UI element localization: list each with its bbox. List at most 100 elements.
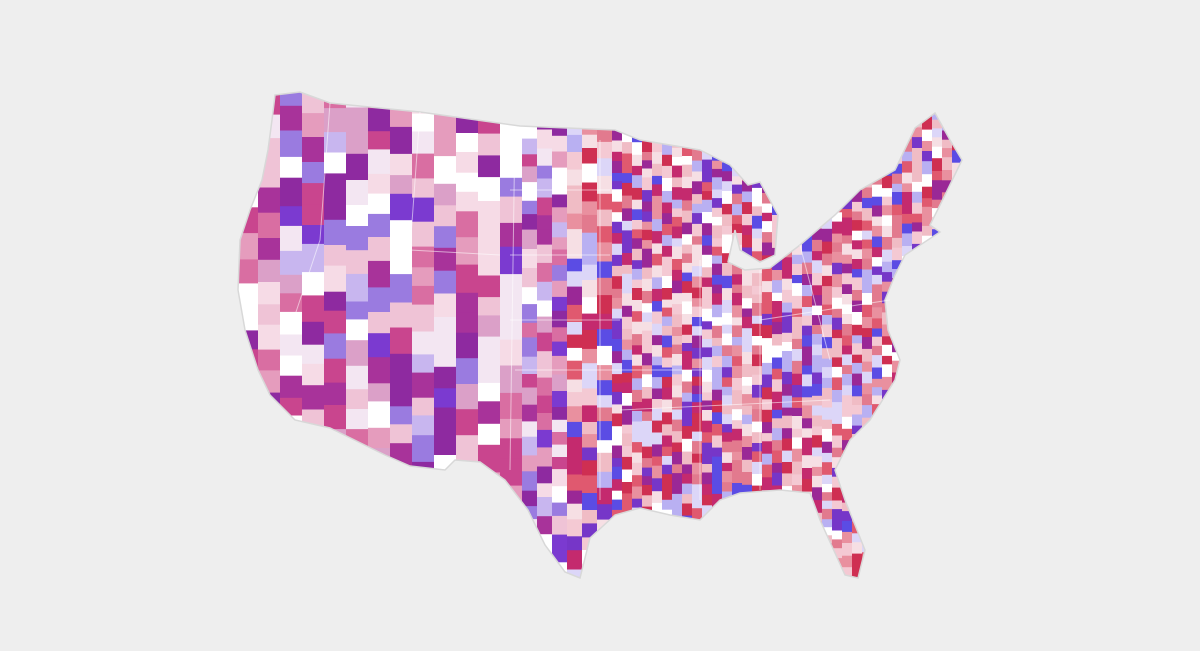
- county: [782, 486, 793, 499]
- county: [622, 293, 633, 307]
- county: [822, 407, 833, 421]
- county: [552, 502, 568, 517]
- county: [662, 202, 673, 214]
- county: [742, 225, 753, 236]
- county: [346, 455, 369, 478]
- county: [478, 496, 501, 522]
- county: [832, 308, 843, 319]
- county: [390, 406, 413, 425]
- county: [732, 511, 743, 525]
- county: [682, 222, 693, 235]
- county: [862, 383, 873, 395]
- county: [932, 358, 943, 368]
- county: [812, 572, 823, 578]
- county: [782, 235, 793, 246]
- county: [742, 100, 753, 109]
- county: [892, 500, 903, 510]
- county: [582, 510, 598, 524]
- county: [882, 532, 893, 546]
- county: [792, 189, 803, 201]
- county: [582, 134, 598, 149]
- county: [942, 514, 953, 527]
- county: [872, 160, 883, 174]
- county: [368, 213, 391, 238]
- county: [902, 151, 913, 162]
- county: [642, 557, 653, 569]
- county: [922, 377, 933, 389]
- county: [852, 564, 863, 577]
- county: [672, 517, 683, 530]
- county: [522, 436, 538, 456]
- county: [280, 334, 303, 357]
- county: [456, 409, 479, 436]
- county: [902, 161, 913, 174]
- county: [952, 438, 962, 448]
- county: [812, 228, 823, 241]
- county: [872, 484, 883, 496]
- county: [902, 92, 913, 97]
- county: [962, 452, 973, 462]
- county: [892, 451, 903, 463]
- county: [712, 120, 723, 130]
- county: [652, 377, 663, 390]
- county: [672, 336, 683, 346]
- county: [742, 154, 753, 164]
- county: [712, 304, 723, 318]
- county: [622, 349, 633, 361]
- county: [802, 428, 813, 439]
- county: [412, 502, 435, 521]
- county: [772, 247, 783, 260]
- county: [822, 399, 833, 408]
- county: [732, 99, 743, 110]
- county: [434, 505, 457, 528]
- county: [872, 135, 883, 149]
- county: [732, 317, 743, 326]
- county: [882, 124, 893, 134]
- county: [882, 355, 893, 365]
- county: [922, 151, 933, 162]
- county: [567, 185, 583, 203]
- county: [597, 365, 613, 381]
- county: [582, 163, 598, 184]
- county: [942, 304, 953, 317]
- county: [324, 382, 347, 406]
- county: [942, 462, 953, 473]
- county: [752, 384, 763, 399]
- county: [692, 98, 703, 108]
- county: [567, 304, 583, 323]
- county: [852, 107, 863, 118]
- county: [732, 460, 743, 471]
- county: [962, 148, 973, 159]
- county: [582, 330, 598, 350]
- county: [792, 537, 803, 548]
- county: [622, 456, 633, 471]
- county: [434, 183, 457, 206]
- county: [662, 191, 673, 204]
- county: [742, 119, 753, 133]
- county: [752, 584, 763, 593]
- county: [792, 264, 803, 276]
- county: [672, 464, 683, 474]
- county: [682, 147, 693, 157]
- county: [682, 244, 693, 255]
- county: [652, 243, 663, 255]
- county: [712, 345, 723, 357]
- county: [682, 281, 693, 294]
- county: [912, 314, 923, 324]
- county: [692, 385, 703, 395]
- county: [302, 564, 325, 578]
- county: [258, 392, 281, 420]
- county: [672, 304, 683, 315]
- county: [882, 205, 893, 216]
- county: [902, 473, 913, 483]
- county: [642, 278, 653, 292]
- county: [882, 476, 893, 490]
- county: [952, 261, 962, 272]
- county: [567, 334, 583, 349]
- state-border: [289, 102, 331, 331]
- county: [822, 452, 833, 463]
- county: [456, 485, 479, 509]
- county: [962, 550, 973, 561]
- county: [500, 578, 523, 599]
- county: [672, 246, 683, 260]
